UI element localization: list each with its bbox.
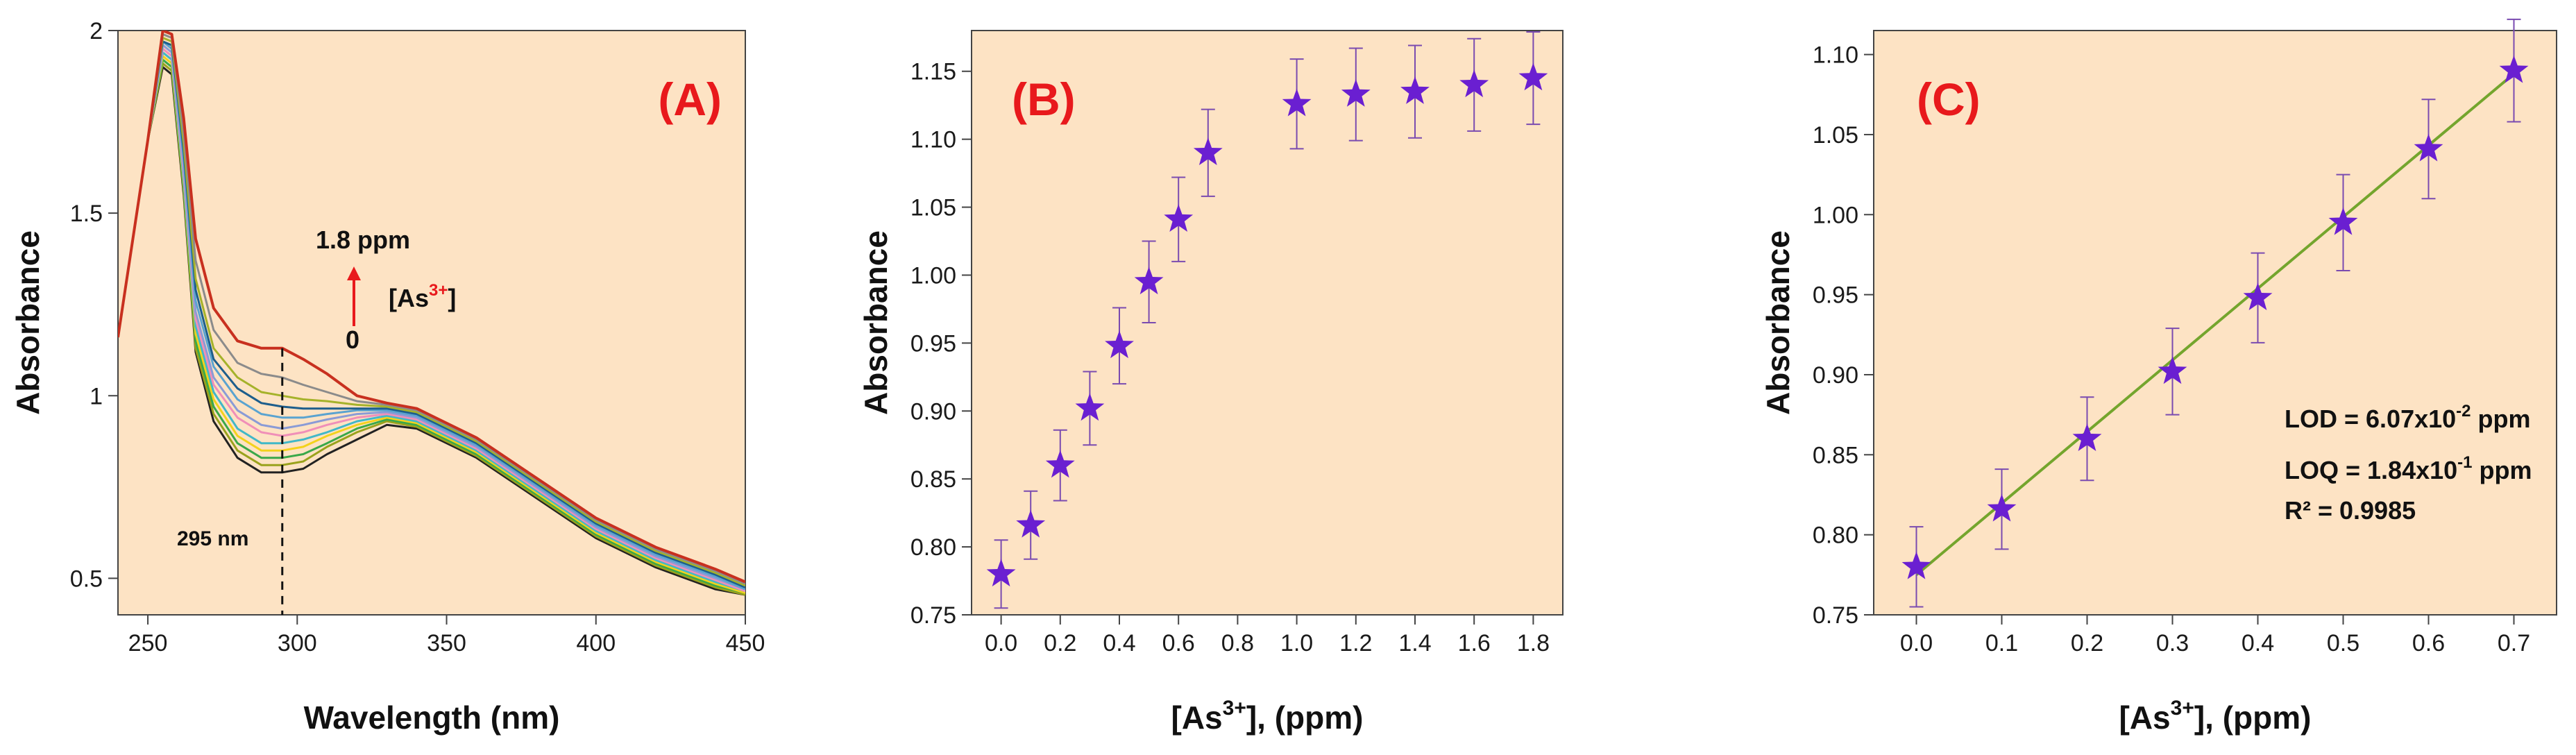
panel-2-x-tick-label: 0.5 [2327,630,2359,656]
panel-b-data-point [1134,266,1164,295]
panel-2-x-tick-label: 0.7 [2498,630,2530,656]
panel-b-data-point [1282,88,1312,117]
panel-c-r-squared: R² = 0.9985 [2285,496,2416,525]
panel-1-y-tick-label: 0.85 [910,466,956,493]
panel-1-y-tick-label: 1.00 [910,262,956,289]
panel-1-y-tick-label: 1.10 [910,127,956,153]
panel-0-y-tick-label: 1 [90,383,103,409]
panel-1-x-tick-label: 1.0 [1280,630,1313,656]
panel-c-data-point [2328,207,2358,235]
panel-1-x-tick-label: 0.4 [1103,630,1135,656]
panel-0-y-tick-label: 0.5 [70,566,103,592]
panel-c-label: (C) [1917,74,1981,125]
panel-1-y-tick-label: 0.90 [910,398,956,425]
panel-a: 250 300 350 400 450 0.5 1 1.5 2 (A) 1.8 ppm 0 [A… [10,18,765,736]
panel-b-data-point [1105,330,1134,359]
panel-c-data-point [2243,282,2273,310]
panel-b-data-point [1193,137,1223,165]
panel-b-x-axis-title: [As3+], (ppm) [1171,697,1364,736]
panel-b: 0.0 0.2 0.4 0.6 0.8 1.0 1.2 1.4 1.6 1.8 0.75 0.80 0.… [858,30,1564,736]
panel-a-spectra [118,31,745,596]
panel-2-y-tick-label: 0.85 [1813,442,1858,468]
panel-b-y-axis-title: Absorbance [858,230,894,415]
panel-2-x-tick-label: 0.3 [2156,630,2189,656]
panel-2-x-tick-label: 0.2 [2071,630,2103,656]
panel-b-data-point [1045,450,1075,478]
panel-a-ticks: 250 300 350 400 450 0.5 1 1.5 2 [70,18,765,656]
panel-b-points [986,31,1548,609]
panel-c-data-point [2158,356,2187,384]
panel-a-bottom-concentration: 0 [346,325,359,354]
panel-b-data-point [1075,393,1105,421]
panel-c-lod: LOD = 6.07x10-2 ppm [2285,402,2531,433]
panel-0-y-tick-label: 2 [90,18,103,44]
panel-c-data-point [1987,493,2017,522]
panel-c-points [1901,18,2529,608]
panel-b-data-point [1016,509,1046,538]
panel-a-arrow-icon [347,266,361,326]
panel-0-x-tick-label: 450 [726,630,765,656]
panel-1-x-tick-label: 0.0 [985,630,1017,656]
panel-a-x-axis-title: Wavelength (nm) [304,699,560,736]
panel-b-data-point [1518,62,1548,91]
panel-2-y-tick-label: 0.95 [1813,282,1858,309]
panel-c-linear-fit-line [1915,72,2515,576]
panel-b-ticks: 0.0 0.2 0.4 0.6 0.8 1.0 1.2 1.4 1.6 1.8 0.75 0.80 0.… [910,59,1550,656]
panel-a-spectrum-line [118,31,745,584]
panel-1-y-tick-label: 0.75 [910,602,956,629]
panel-c: 0.0 0.1 0.2 0.3 0.4 0.5 0.6 0.7 0.75 0.80 0.85 0.90… [1760,18,2557,736]
panel-2-y-tick-label: 1.05 [1813,122,1858,149]
panel-1-x-tick-label: 1.2 [1339,630,1372,656]
panel-1-y-tick-label: 1.05 [910,195,956,221]
panel-c-x-axis-title: [As3+], (ppm) [2119,697,2312,736]
panel-a-top-concentration: 1.8 ppm [316,226,410,254]
panel-2-x-tick-label: 0.0 [1900,630,1933,656]
panel-1-x-tick-label: 0.8 [1221,630,1254,656]
panel-2-y-tick-label: 1.00 [1813,202,1858,228]
panel-c-data-point [1901,551,1931,579]
panel-0-x-tick-label: 400 [576,630,616,656]
panel-0-x-tick-label: 300 [278,630,317,656]
panel-2-y-tick-label: 1.10 [1813,42,1858,69]
panel-2-x-tick-label: 0.4 [2242,630,2274,656]
panel-b-label: (B) [1012,74,1076,125]
panel-1-y-tick-label: 0.80 [910,534,956,561]
panel-b-data-point [1459,69,1489,98]
panel-c-y-axis-title: Absorbance [1760,230,1796,415]
panel-1-x-tick-label: 1.4 [1398,630,1431,656]
panel-b-data-point [1400,76,1430,104]
panel-1-y-tick-label: 0.95 [910,330,956,357]
panel-c-loq: LOQ = 1.84x10-1 ppm [2285,453,2532,484]
panel-c-ticks: 0.0 0.1 0.2 0.3 0.4 0.5 0.6 0.7 0.75 0.80 0.85 0.90… [1813,42,2530,656]
panel-c-data-point [2499,55,2529,83]
panel-a-species-label: [As3+] [389,281,456,312]
panel-2-y-tick-label: 0.80 [1813,523,1858,549]
panel-b-plot-area [971,30,1564,616]
panel-0-x-tick-label: 350 [427,630,466,656]
panel-2-x-tick-label: 0.6 [2412,630,2445,656]
panel-2-x-tick-label: 0.1 [1985,630,2018,656]
panel-1-x-tick-label: 0.2 [1044,630,1076,656]
panel-1-x-tick-label: 1.6 [1458,630,1491,656]
panel-1-x-tick-label: 0.6 [1162,630,1195,656]
panel-c-data-point [2072,423,2102,451]
panel-b-data-point [986,559,1016,587]
panel-2-y-tick-label: 0.75 [1813,602,1858,629]
panel-b-data-point [1341,79,1371,107]
panel-a-label: (A) [658,74,722,125]
panel-0-x-tick-label: 250 [128,630,168,656]
panel-1-y-tick-label: 1.15 [910,59,956,85]
panel-2-y-tick-label: 0.90 [1813,362,1858,389]
panel-0-y-tick-label: 1.5 [70,201,103,227]
panel-b-data-point [1164,204,1194,232]
panel-a-y-axis-title: Absorbance [10,230,46,415]
panel-a-wavelength-marker-label: 295 nm [177,527,248,550]
panel-1-x-tick-label: 1.8 [1517,630,1550,656]
panel-c-data-point [2414,133,2443,162]
